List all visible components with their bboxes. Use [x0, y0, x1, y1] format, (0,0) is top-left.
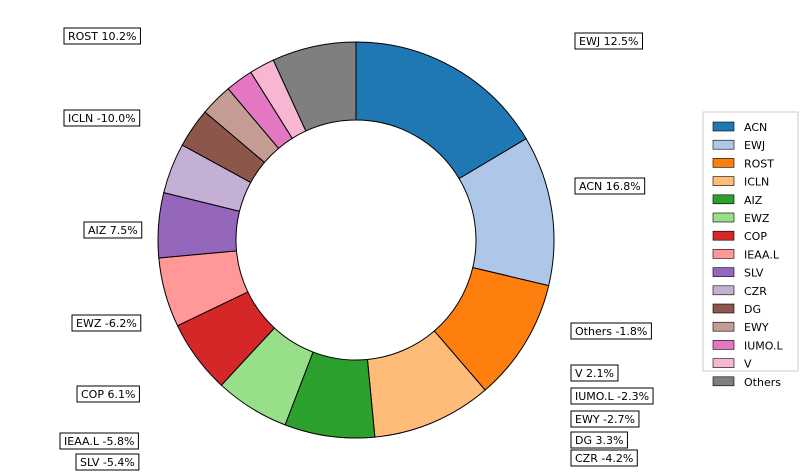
label-text: ROST 10.2%	[68, 30, 136, 43]
legend-swatch-ewy	[712, 321, 735, 332]
label-text: AIZ 7.5%	[88, 224, 138, 237]
label-box	[570, 322, 652, 340]
legend-label-slv: SLV	[744, 267, 764, 280]
legend-label-acn: ACN	[744, 121, 767, 134]
label-text: IEAA.L -5.8%	[64, 435, 134, 448]
label-text: ICLN -10.0%	[68, 112, 136, 125]
legend-swatch-others	[712, 376, 735, 387]
label-dg: DG 3.3%	[570, 431, 628, 449]
label-text: EWJ 12.5%	[579, 35, 639, 48]
label-ieaa-l: IEAA.L -5.8%	[59, 432, 139, 450]
legend-label-v: V	[744, 358, 752, 371]
legend-swatch-icln	[712, 176, 735, 186]
label-aiz: AIZ 7.5%	[83, 221, 143, 239]
label-iumo-l: IUMO.L -2.3%	[570, 387, 654, 405]
label-text: CZR -4.2%	[575, 452, 633, 465]
label-cop: COP 6.1%	[76, 385, 140, 403]
legend-label-rost: ROST	[744, 157, 774, 170]
label-box	[574, 32, 644, 50]
legend-label-ieaa-l: IEAA.L	[744, 248, 780, 261]
legend-label-ewj: EWJ	[744, 139, 765, 152]
label-others: Others -1.8%	[570, 322, 652, 340]
legend-swatch-cop	[712, 230, 735, 241]
legend-label-iumo-l: IUMO.L	[744, 339, 783, 352]
legend-swatch-iumo-l	[712, 340, 735, 350]
legend-label-icln: ICLN	[744, 176, 769, 189]
label-box	[76, 385, 140, 403]
label-text: COP 6.1%	[81, 388, 135, 401]
label-box	[83, 221, 143, 239]
legend-label-cop: COP	[744, 230, 767, 243]
label-ewj: EWJ 12.5%	[574, 32, 644, 50]
label-v: V 2.1%	[570, 364, 619, 382]
label-text: V 2.1%	[575, 367, 614, 380]
legend-label-czr: CZR	[744, 285, 767, 298]
legend-label-aiz: AIZ	[744, 194, 763, 207]
legend-swatch-slv	[712, 267, 735, 277]
label-box	[63, 27, 141, 45]
label-acn: ACN 16.8%	[574, 177, 646, 195]
label-box	[574, 177, 646, 195]
label-text: Others -1.8%	[575, 325, 647, 338]
legend-label-ewz: EWZ	[744, 212, 770, 225]
legend-label-ewy: EWY	[744, 321, 769, 334]
legend-label-others: Others	[744, 376, 781, 389]
label-rost: ROST 10.2%	[63, 27, 141, 45]
label-ewz: EWZ -6.2%	[71, 314, 142, 332]
label-text: EWZ -6.2%	[76, 317, 137, 330]
label-icln: ICLN -10.0%	[63, 109, 141, 127]
label-box	[570, 364, 619, 382]
legend-swatch-czr	[712, 285, 735, 296]
label-box	[570, 410, 640, 428]
label-text: EWY -2.7%	[575, 413, 635, 426]
legend-swatch-dg	[712, 303, 735, 314]
label-text: DG 3.3%	[575, 434, 623, 447]
label-text: IUMO.L -2.3%	[575, 390, 649, 403]
label-text: SLV -5.4%	[80, 456, 135, 469]
legend-swatch-aiz	[712, 194, 735, 205]
label-box	[71, 314, 142, 332]
label-box	[63, 109, 141, 127]
legend-swatch-rost	[712, 158, 735, 168]
slice-labels: ACN 16.8% EWJ 12.5% ROST 10.2% ICLN -10.0% A…	[59, 27, 654, 471]
label-text: ACN 16.8%	[579, 180, 641, 193]
label-box	[570, 431, 628, 449]
donut-slices	[157, 41, 555, 439]
legend-swatch-acn	[712, 121, 735, 132]
legend: ACN EWJ ROST ICLN AIZ EWZ COP IEAA.L SLV CZR DG EWY…	[702, 111, 799, 389]
slice-others	[272, 41, 357, 132]
legend-swatch-v	[712, 358, 735, 368]
legend-label-dg: DG	[744, 303, 761, 316]
legend-swatch-ieaa-l	[712, 249, 735, 259]
label-czr: CZR -4.2%	[570, 449, 638, 467]
legend-swatch-ewj	[712, 139, 735, 150]
label-ewy: EWY -2.7%	[570, 410, 640, 428]
label-box	[570, 387, 654, 405]
label-box	[59, 432, 139, 450]
label-box	[75, 453, 140, 471]
label-slv: SLV -5.4%	[75, 453, 140, 471]
label-box	[570, 449, 638, 467]
legend-swatch-ewz	[712, 212, 735, 223]
